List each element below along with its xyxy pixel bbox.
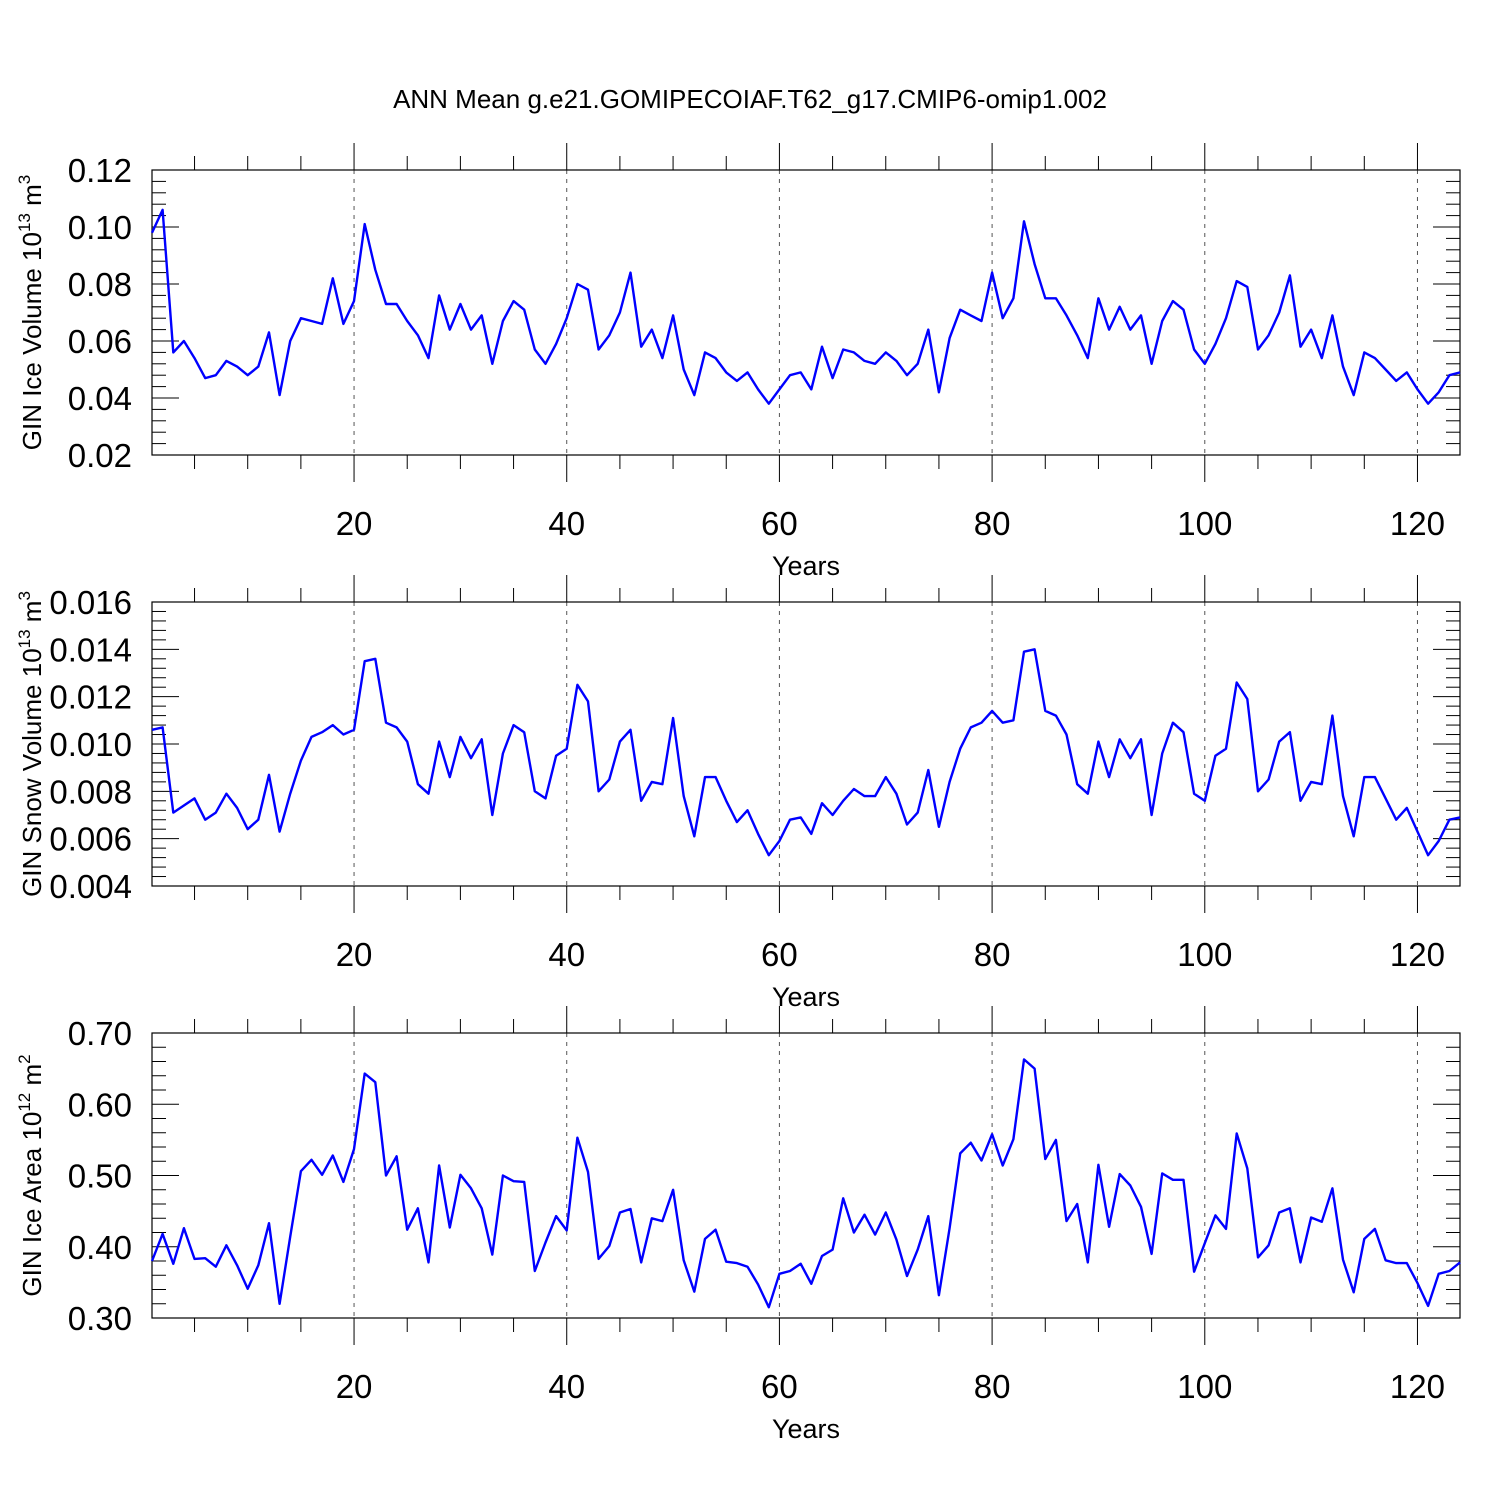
x-axis-label: Years [772,551,840,581]
x-tick-label: 20 [336,1368,373,1405]
series-line [150,1058,1461,1309]
series-line [150,208,1461,405]
x-tick-label: 120 [1390,1368,1445,1405]
x-tick-label: 40 [548,1368,585,1405]
x-tick-label: 40 [548,936,585,973]
y-tick-label: 0.40 [68,1229,132,1266]
x-tick-label: 100 [1177,936,1232,973]
series-line [151,648,1461,857]
plot-frame [151,601,1461,887]
x-tick-label: 120 [1390,936,1445,973]
chart-panels: 0.02 0.04 0.06 0.08 0.10 0.12 20 40 60 80 100 120 Ye… [15,143,1461,1444]
y-tick-label: 0.04 [68,380,132,417]
x-tick-label: 40 [548,505,585,542]
y-tick-label: 0.014 [49,631,132,668]
x-tick-label: 20 [336,936,373,973]
y-tick-label: 0.008 [49,773,132,810]
x-tick-label: 60 [761,505,798,542]
y-tick-label: 0.08 [68,266,132,303]
y-tick-label: 0.12 [68,152,132,189]
plot-frame [151,1032,1461,1319]
y-tick-label: 0.60 [68,1086,132,1123]
x-tick-label: 60 [761,1368,798,1405]
x-tick-label: 120 [1390,505,1445,542]
y-tick-label: 0.50 [68,1158,132,1195]
x-tick-label: 100 [1177,1368,1232,1405]
x-tick-label: 80 [974,505,1011,542]
chart-panel-3: 0.30 0.40 0.50 0.60 0.70 20 40 60 80 100 120 Years G… [15,1006,1461,1444]
y-tick-label: 0.010 [49,726,132,763]
y-tick-label: 0.10 [68,209,132,246]
chart-panel-1: 0.02 0.04 0.06 0.08 0.10 0.12 20 40 60 80 100 120 Ye… [15,143,1461,581]
y-tick-label: 0.016 [49,584,132,621]
y-tick-label: 0.70 [68,1015,132,1052]
y-axis-label: GIN Ice Volume 1013 m3 [15,175,47,451]
x-tick-label: 100 [1177,505,1232,542]
x-tick-label: 80 [974,1368,1011,1405]
y-axis-label: GIN Snow Volume 1013 m3 [15,591,47,897]
x-axis-label: Years [772,982,840,1012]
y-tick-label: 0.006 [49,821,132,858]
y-axis-label: GIN Ice Area 1012 m2 [15,1054,47,1296]
y-tick-label: 0.06 [68,323,132,360]
y-tick-label: 0.02 [68,437,132,474]
x-axis-label: Years [772,1414,840,1444]
chart-title: ANN Mean g.e21.GOMIPECOIAF.T62_g17.CMIP6… [393,84,1107,114]
x-tick-label: 80 [974,936,1011,973]
plot-frame [151,169,1461,456]
x-tick-label: 20 [336,505,373,542]
y-tick-label: 0.004 [49,868,132,905]
x-tick-label: 60 [761,936,798,973]
y-tick-label: 0.30 [68,1300,132,1337]
chart-panel-2: 0.004 0.006 0.008 0.010 0.012 0.014 0.016 20 40 6… [15,575,1461,1012]
y-tick-label: 0.012 [49,679,132,716]
